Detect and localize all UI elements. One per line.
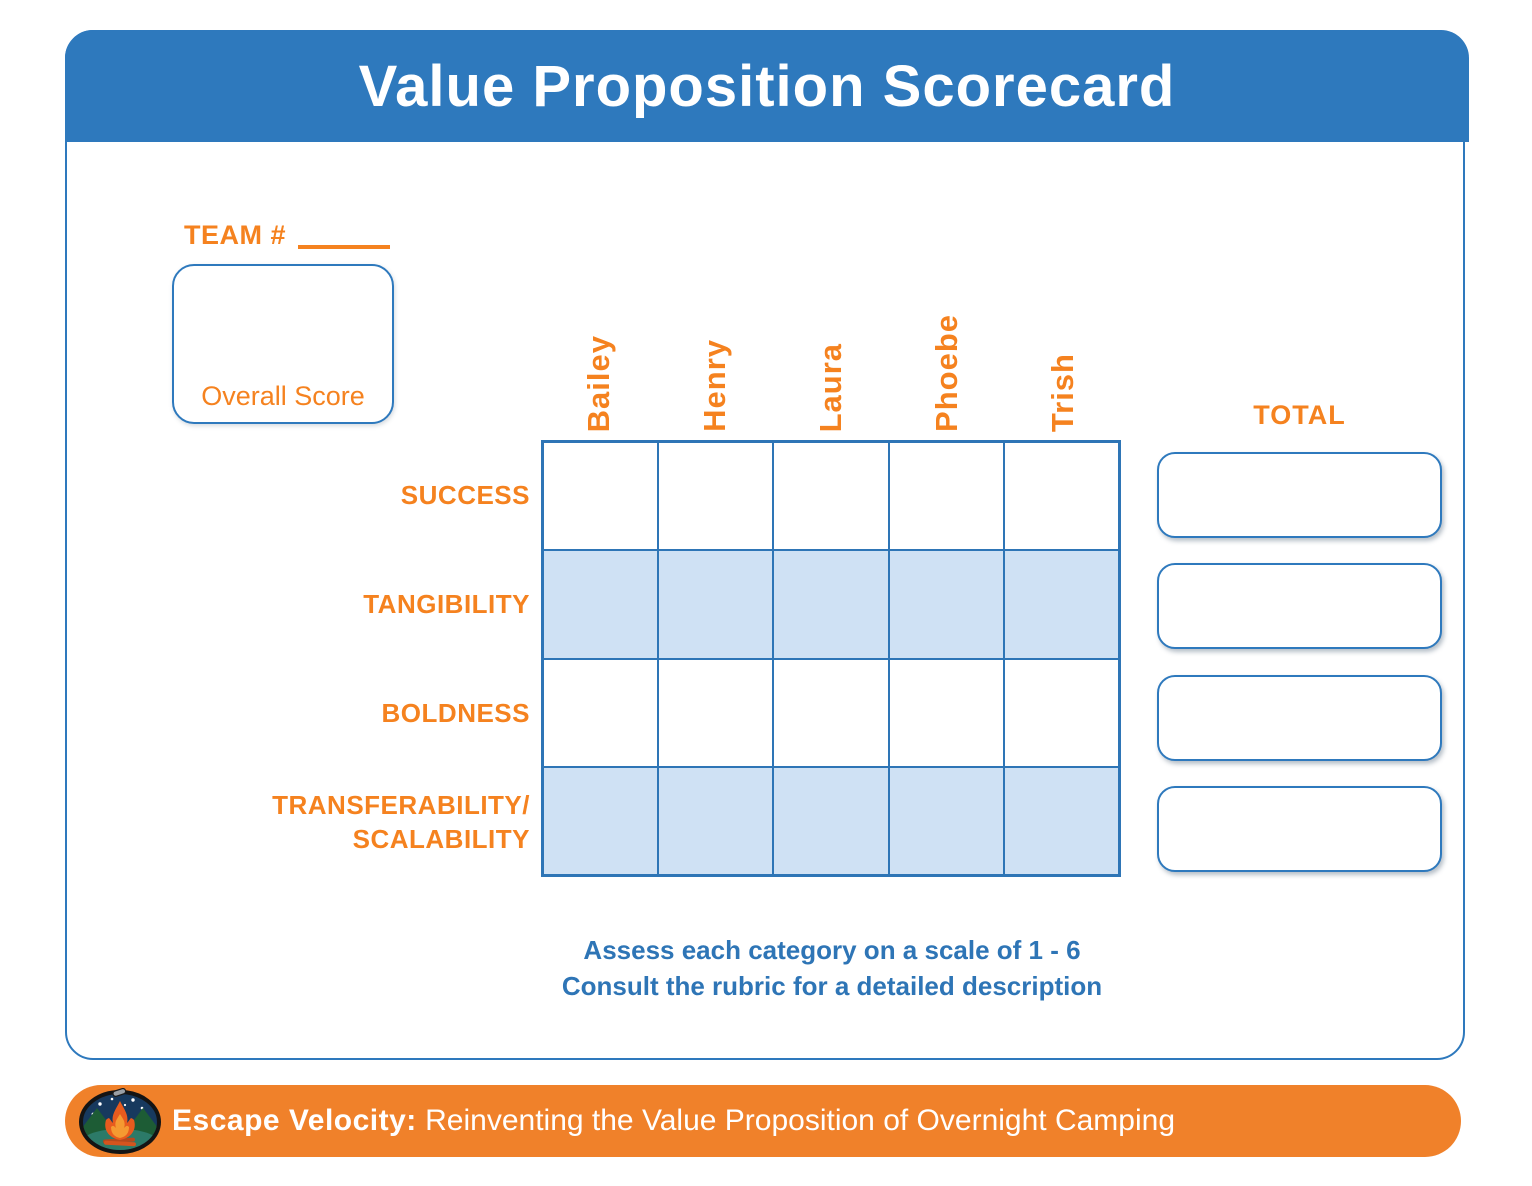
team-number-row: TEAM # [184,220,391,251]
card-header: Value Proposition Scorecard [65,30,1469,142]
score-cell[interactable] [658,766,774,875]
instruction-line-2: Consult the rubric for a detailed descri… [561,971,1103,1001]
score-grid [541,440,1121,877]
score-cell[interactable] [658,442,774,551]
score-cell[interactable] [1003,766,1119,875]
footer-bar: Escape Velocity: Reinventing the Value P… [65,1085,1461,1157]
score-cell[interactable] [773,658,889,767]
total-box-boldness[interactable] [1157,675,1442,761]
team-number-blank[interactable] [298,245,391,249]
row-label-tangibility: TANGIBILITY [363,588,530,619]
score-cell[interactable] [773,550,889,659]
instruction-line-1: Assess each category on a scale of 1 - 6 [583,935,1081,965]
score-cell[interactable] [1003,550,1119,659]
total-box-success[interactable] [1157,452,1442,538]
page-title: Value Proposition Scorecard [358,53,1176,119]
team-number-label: TEAM # [184,220,287,250]
score-cell[interactable] [773,442,889,551]
score-cell[interactable] [658,550,774,659]
score-cell[interactable] [543,442,659,551]
row-label-boldness: BOLDNESS [381,697,530,728]
overall-score-box[interactable]: Overall Score [172,264,394,424]
score-cell[interactable] [1003,658,1119,767]
score-cell[interactable] [1003,442,1119,551]
score-cell[interactable] [888,550,1004,659]
score-cell[interactable] [543,550,659,659]
footer-tagline: Reinventing the Value Proposition of Ove… [416,1104,1176,1137]
score-cell[interactable] [888,442,1004,551]
column-header-henry: Henry [697,339,732,432]
column-header-laura: Laura [813,342,848,432]
score-cell[interactable] [888,658,1004,767]
total-box-transferability[interactable] [1157,786,1442,872]
total-box-tangibility[interactable] [1157,563,1442,649]
column-header-trish: Trish [1045,352,1080,432]
column-header-phoebe: Phoebe [929,314,964,432]
footer-text: Escape Velocity: Reinventing the Value P… [172,1104,1175,1138]
scorecard-card: Value Proposition Scorecard TEAM # Overa… [65,30,1469,1060]
score-cell[interactable] [773,766,889,875]
score-cell[interactable] [543,766,659,875]
campfire-logo-icon [79,1088,161,1154]
score-cell[interactable] [543,658,659,767]
overall-score-label: Overall Score [201,381,365,411]
total-column-label: TOTAL [1253,400,1346,430]
column-header-bailey: Bailey [581,334,616,432]
row-label-transferability-scalability: TRANSFERABILITY/SCALABILITY [272,789,530,854]
footer-brand: Escape Velocity: [172,1104,417,1137]
row-label-success: SUCCESS [400,479,530,510]
score-cell[interactable] [888,766,1004,875]
instructions: Assess each category on a scale of 1 - 6… [132,932,1532,1004]
score-cell[interactable] [658,658,774,767]
